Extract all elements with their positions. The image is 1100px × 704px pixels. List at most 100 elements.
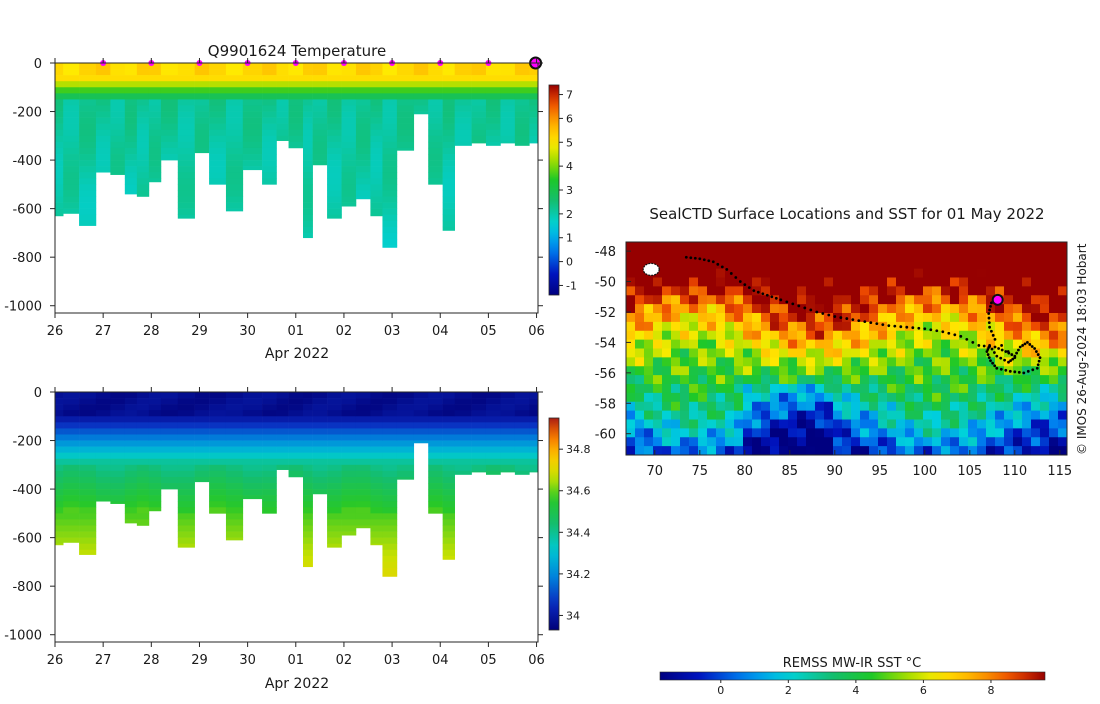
temperature-cell (124, 135, 138, 143)
salinity-cell (55, 422, 64, 429)
sst-cell (833, 250, 843, 261)
temperature-cell (63, 105, 80, 112)
temperature-cell (136, 63, 150, 70)
track-point (1026, 369, 1030, 373)
salinity-cell (136, 489, 150, 496)
sst-cell (725, 313, 735, 323)
temperature-cell (288, 135, 304, 143)
temperature-cell (194, 75, 210, 82)
sst-cell (851, 437, 861, 447)
salinity-cell (442, 428, 455, 435)
salinity-cell (55, 398, 64, 405)
sst-cell (626, 446, 636, 455)
sst-colorbar (659, 671, 1046, 681)
sst-cell (743, 250, 753, 261)
sst-cell (950, 410, 960, 420)
sst-colorbar-tick-label: 6 (920, 684, 927, 697)
temperature-cell (500, 63, 516, 70)
temperature-cell (242, 93, 263, 100)
temperature-cell (396, 111, 415, 118)
track-point (1000, 348, 1004, 352)
sst-cell (761, 250, 771, 261)
sst-cell (635, 366, 645, 376)
sst-cell (815, 437, 825, 447)
salinity-cell (355, 410, 371, 417)
sst-cell (1031, 375, 1041, 385)
salinity-cell (370, 507, 383, 514)
salinity-cell (63, 464, 80, 472)
salinity-cell (209, 495, 227, 502)
sst-cell (887, 242, 897, 252)
sst-cell (743, 277, 753, 287)
salinity-cell (79, 531, 97, 538)
temperature-cell (341, 75, 357, 82)
temperature-cell (355, 135, 371, 143)
salinity-cell (442, 507, 455, 514)
track-point (1000, 344, 1003, 347)
salinity-cell (194, 452, 210, 460)
sst-cell (815, 321, 825, 332)
temperature-cell (177, 105, 195, 112)
sst-cell (824, 295, 834, 305)
salinity-cell (413, 428, 429, 435)
salinity-cell (79, 416, 97, 423)
track-point (971, 341, 975, 344)
salinity-cell (276, 440, 289, 447)
salinity-cell (303, 543, 313, 551)
sst-cell (878, 428, 888, 438)
sst-cell (1040, 357, 1050, 367)
temperature-cell (242, 154, 263, 161)
sst-cell (1022, 259, 1032, 270)
sst-cell (1049, 250, 1059, 261)
sst-cell (878, 277, 888, 287)
sst-cell (968, 410, 978, 420)
salinity-cell (327, 428, 342, 435)
temperature-cell (95, 93, 111, 100)
sst-cell (734, 410, 744, 420)
salinity-cell (471, 416, 487, 423)
temperature-cell (341, 147, 357, 155)
sst-cell (1049, 330, 1059, 341)
salinity-cell (355, 440, 371, 447)
sst-cell (941, 410, 951, 420)
salinity-cell (471, 422, 487, 429)
sst-cell (752, 250, 762, 261)
temperature-cell (124, 154, 138, 161)
sst-cell (833, 268, 843, 278)
sst-cell (644, 313, 654, 323)
temperature-cell (500, 93, 516, 100)
sst-cell (923, 446, 933, 455)
temperature-cell (79, 69, 97, 76)
temperature-cell (485, 75, 501, 82)
sst-cell (1013, 384, 1023, 394)
salinity-cell (209, 483, 227, 490)
sst-cell (833, 286, 843, 296)
sst-cell (671, 348, 681, 358)
salinity-cell (303, 507, 313, 514)
temperature-cell (303, 99, 313, 106)
temperature-cell (124, 147, 138, 155)
temperature-cell (95, 135, 111, 143)
temperature-cell (471, 81, 487, 88)
salinity-x-tick-label: 29 (191, 653, 208, 668)
sst-cell (833, 313, 843, 323)
sst-cell (671, 419, 681, 429)
salinity-cell (288, 410, 304, 417)
salinity-cell (276, 422, 289, 429)
temperature-cell (55, 87, 64, 94)
sst-cell (770, 401, 780, 412)
track-point (1015, 351, 1018, 355)
track-point (986, 353, 990, 356)
sst-cell (887, 446, 897, 455)
sst-cell (1058, 321, 1067, 332)
sst-cell (752, 384, 762, 394)
map-lat-tick-label: -56 (595, 367, 616, 382)
sst-cell (725, 392, 735, 403)
map-lon-tick-label: 115 (1047, 464, 1072, 479)
salinity-cell (355, 489, 371, 496)
sst-cell (788, 410, 798, 420)
sst-cell (896, 268, 906, 278)
temperature-cell (160, 81, 179, 88)
salinity-cell (355, 519, 371, 526)
temperature-cell (327, 69, 342, 76)
